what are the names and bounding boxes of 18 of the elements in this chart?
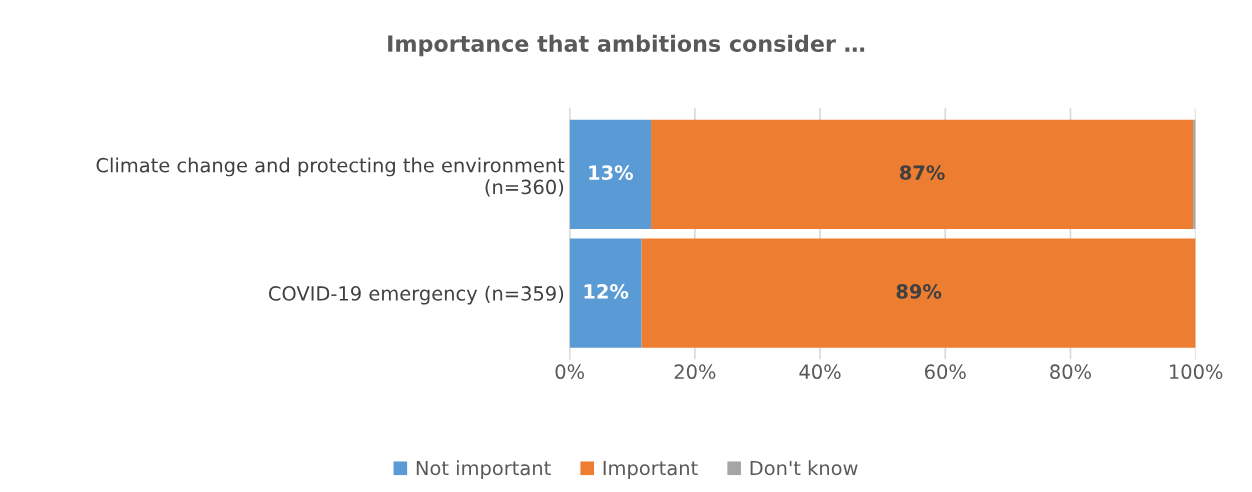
bar — [569, 238, 642, 348]
legend-label: Important — [603, 460, 698, 480]
x-tick-label: 40% — [799, 364, 841, 380]
y-tick-label: COVID-19 emergency (n=359) — [268, 285, 564, 305]
data-label: 12% — [584, 284, 629, 299]
data-label: 13% — [589, 165, 633, 180]
y-tick-label: Climate change and protecting the environment (n=360) — [96, 157, 565, 197]
x-tick-label: 0% — [555, 364, 585, 380]
legend-label: Not important — [416, 460, 551, 480]
data-label: 89% — [896, 284, 942, 299]
x-tick-label: 60% — [925, 364, 966, 380]
chart-title: Importance that ambitions consider … — [388, 34, 865, 57]
bar — [569, 119, 652, 229]
legend-label: Don't know — [750, 460, 858, 476]
x-tick-label: 80% — [1050, 364, 1091, 380]
data-label: 87% — [900, 165, 945, 180]
x-tick-label: 100% — [1170, 364, 1223, 380]
x-tick-label: 20% — [674, 364, 716, 380]
